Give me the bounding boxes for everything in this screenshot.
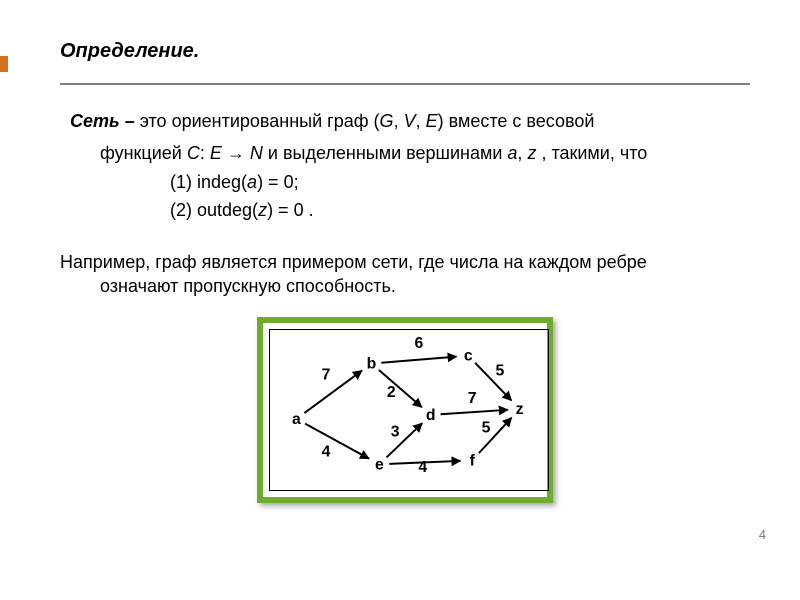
edge-label: 5	[482, 419, 491, 436]
edge-label: 4	[322, 443, 331, 460]
example-line1: Например, граф является примером сети, г…	[60, 250, 750, 274]
edge	[305, 423, 369, 458]
node-label: z	[516, 401, 524, 418]
var-n: N	[250, 143, 263, 163]
page-number: 4	[759, 527, 766, 542]
edge-label: 2	[387, 384, 396, 401]
edge	[441, 410, 508, 414]
edge	[475, 363, 511, 401]
condition-2: (2) outdeg(z) = 0 .	[170, 198, 750, 222]
node-label: d	[426, 407, 436, 424]
def-text: , такими, что	[536, 143, 647, 163]
example-block: Например, граф является примером сети, г…	[60, 250, 750, 299]
edge-label: 5	[495, 362, 504, 379]
edge-label: 7	[468, 390, 477, 407]
node-label: f	[470, 452, 476, 469]
var-e2: E	[210, 143, 222, 163]
node-label: b	[367, 355, 377, 372]
def-text: это ориентированный граф (	[135, 111, 380, 131]
var-v: V	[404, 111, 416, 131]
node-label: c	[464, 347, 473, 364]
slide: Определение. Сеть – это ориентированный …	[0, 0, 800, 600]
edge-label: 4	[418, 459, 427, 476]
graph-inner: 746257345 abcdefz	[269, 329, 549, 491]
divider	[60, 83, 750, 85]
def-text: и выделенными вершинами	[263, 143, 508, 163]
graph-frame: 746257345 abcdefz	[257, 317, 553, 503]
node-label: e	[375, 456, 384, 473]
edge-label: 6	[414, 335, 423, 352]
edge	[381, 356, 456, 362]
accent-bar	[0, 56, 8, 72]
var-a: a	[507, 143, 517, 163]
var-g: G	[380, 111, 394, 131]
term: Сеть –	[70, 111, 135, 131]
node-label: a	[292, 411, 301, 428]
edge	[304, 370, 362, 412]
example-line2: означают пропускную способность.	[100, 274, 750, 298]
edge-label: 7	[322, 366, 331, 383]
heading: Определение.	[60, 40, 750, 63]
def-text: ) вместе с весовой	[438, 111, 595, 131]
network-graph: 746257345 abcdefz	[270, 330, 548, 490]
def-text: функцией	[100, 143, 187, 163]
edge-label: 3	[391, 423, 400, 440]
edge	[379, 370, 422, 407]
condition-1: (1) indeg(a) = 0;	[170, 170, 750, 194]
var-c: C	[187, 143, 200, 163]
var-e: E	[426, 111, 438, 131]
definition-block: Сеть – это ориентированный граф (G, V, E…	[60, 109, 750, 222]
